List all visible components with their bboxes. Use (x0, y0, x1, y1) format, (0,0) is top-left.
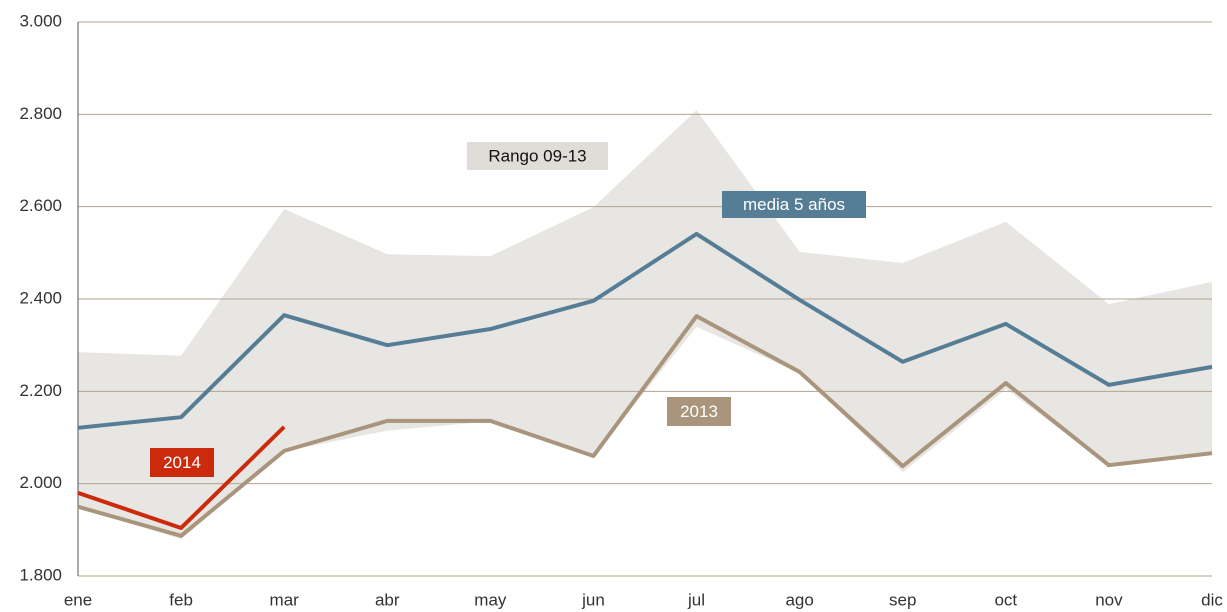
x-tick-label: jun (581, 590, 605, 609)
x-tick-label: ene (64, 590, 92, 609)
y-tick-label: 2.800 (19, 104, 62, 123)
range-band (78, 110, 1212, 540)
series-label-box (667, 397, 731, 426)
range-label-box (467, 142, 608, 170)
x-tick-label: feb (169, 590, 193, 609)
series-label: 2014 (163, 453, 201, 472)
y-tick-label: 2.000 (19, 473, 62, 492)
y-tick-label: 3.000 (19, 11, 62, 30)
series-line (77, 314, 1213, 538)
series-label-box (150, 448, 214, 477)
series-line (77, 425, 286, 530)
x-tick-label: dic (1201, 590, 1223, 609)
x-tick-label: mar (270, 590, 300, 609)
range-label: Rango 09-13 (488, 146, 586, 165)
x-tick-label: ago (785, 590, 813, 609)
x-tick-label: may (474, 590, 507, 609)
series-label: 2013 (680, 402, 718, 421)
x-tick-label: nov (1095, 590, 1123, 609)
x-tick-label: sep (889, 590, 916, 609)
x-tick-label: oct (994, 590, 1017, 609)
series-label-box (722, 191, 866, 218)
y-tick-label: 2.200 (19, 381, 62, 400)
y-tick-label: 1.800 (19, 565, 62, 584)
x-tick-label: jul (687, 590, 705, 609)
y-tick-label: 2.600 (19, 196, 62, 215)
series-label: media 5 años (743, 195, 845, 214)
x-tick-label: abr (375, 590, 400, 609)
y-tick-label: 2.400 (19, 288, 62, 307)
series-line (77, 231, 1213, 430)
